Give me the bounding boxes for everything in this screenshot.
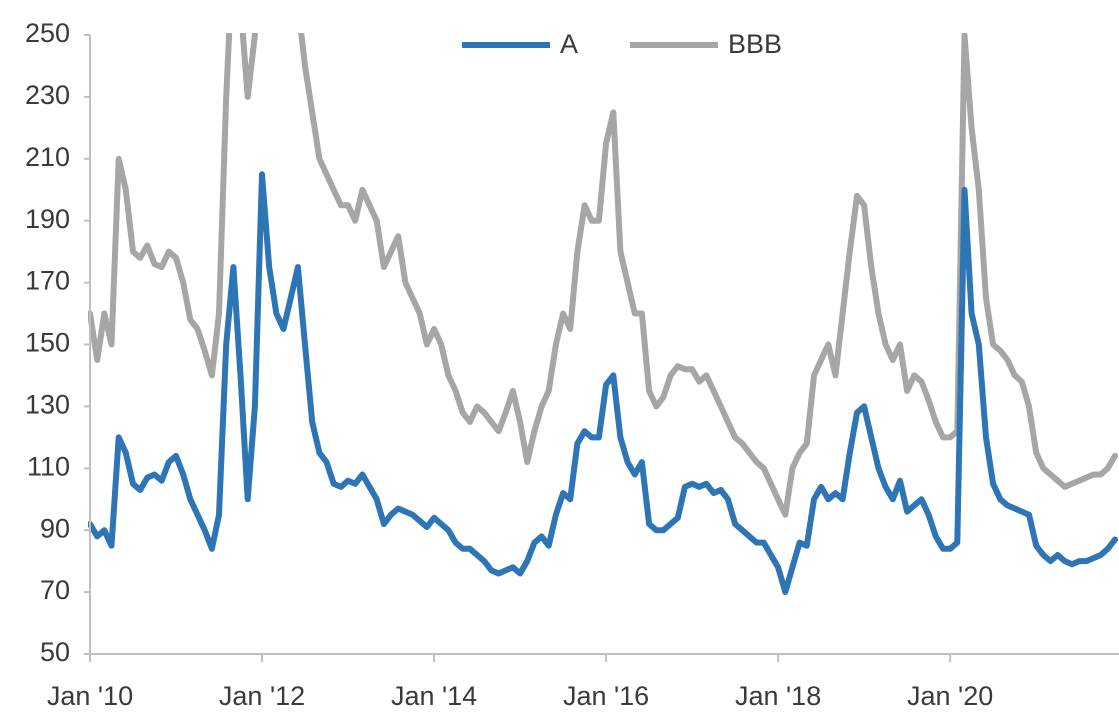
- y-tick-label: 150: [25, 328, 70, 358]
- x-tick-label: Jan '18: [735, 681, 821, 711]
- y-tick-label: 250: [25, 18, 70, 48]
- y-tick-label: 170: [25, 266, 70, 296]
- y-tick-label: 50: [40, 637, 70, 667]
- legend-label: BBB: [728, 29, 782, 59]
- y-tick-label: 130: [25, 390, 70, 420]
- y-tick-label: 70: [40, 575, 70, 605]
- y-tick-label: 90: [40, 513, 70, 543]
- x-tick-label: Jan '14: [391, 681, 477, 711]
- legend-label: A: [560, 29, 578, 59]
- series-line: [88, 171, 1118, 596]
- y-tick-label: 110: [27, 451, 70, 481]
- y-tick-label: 230: [25, 80, 70, 110]
- plot-area: [88, 33, 1118, 596]
- x-tick-label: Jan '16: [563, 681, 649, 711]
- y-tick-label: 210: [25, 142, 70, 172]
- x-tick-label: Jan '20: [907, 681, 993, 711]
- x-tick-label: Jan '12: [219, 681, 305, 711]
- y-tick-label: 190: [25, 204, 70, 234]
- series-line: [88, 33, 1118, 518]
- x-tick-label: Jan '10: [47, 681, 133, 711]
